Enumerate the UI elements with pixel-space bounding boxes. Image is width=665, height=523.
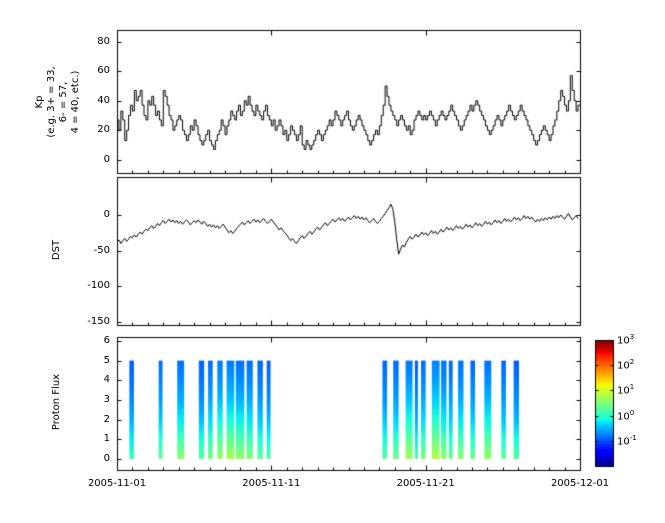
y-tick-label: -50 — [93, 245, 110, 256]
y-tick-label: -150 — [87, 316, 110, 327]
y-tick-label: 40 — [97, 95, 110, 106]
colorbar-tick-label: 10-1 — [617, 433, 637, 447]
y-tick-label: 0 — [103, 453, 110, 464]
y-tick-label: 0 — [103, 154, 110, 165]
colorbar-tick-label: 103 — [617, 332, 635, 346]
y-tick-label: 20 — [97, 124, 110, 135]
y-tick-label: 3 — [103, 394, 110, 405]
y-tick-label: 60 — [97, 65, 110, 76]
x-tick-label: 2005-12-01 — [550, 478, 610, 489]
y-tick-label: -100 — [87, 280, 110, 291]
y-tick-label: 5 — [103, 355, 110, 366]
colorbar-tick-label: 101 — [617, 382, 635, 396]
y-tick-label: 2 — [103, 414, 110, 425]
y-tick-label: 1 — [103, 433, 110, 444]
colorbar-tick-label: 102 — [617, 357, 635, 371]
x-tick-label: 2005-11-21 — [396, 478, 455, 489]
colorbar-tick-label: 100 — [617, 408, 635, 422]
y-tick-label: 0 — [103, 209, 110, 220]
x-tick-label: 2005-11-01 — [87, 478, 147, 489]
y-tick-label: 6 — [103, 335, 110, 346]
proton-flux-axis-label: Proton Flux — [51, 373, 62, 431]
y-tick-label: 80 — [97, 36, 110, 47]
y-tick-label: 4 — [103, 374, 110, 385]
x-tick-label: 2005-11-11 — [242, 478, 301, 489]
